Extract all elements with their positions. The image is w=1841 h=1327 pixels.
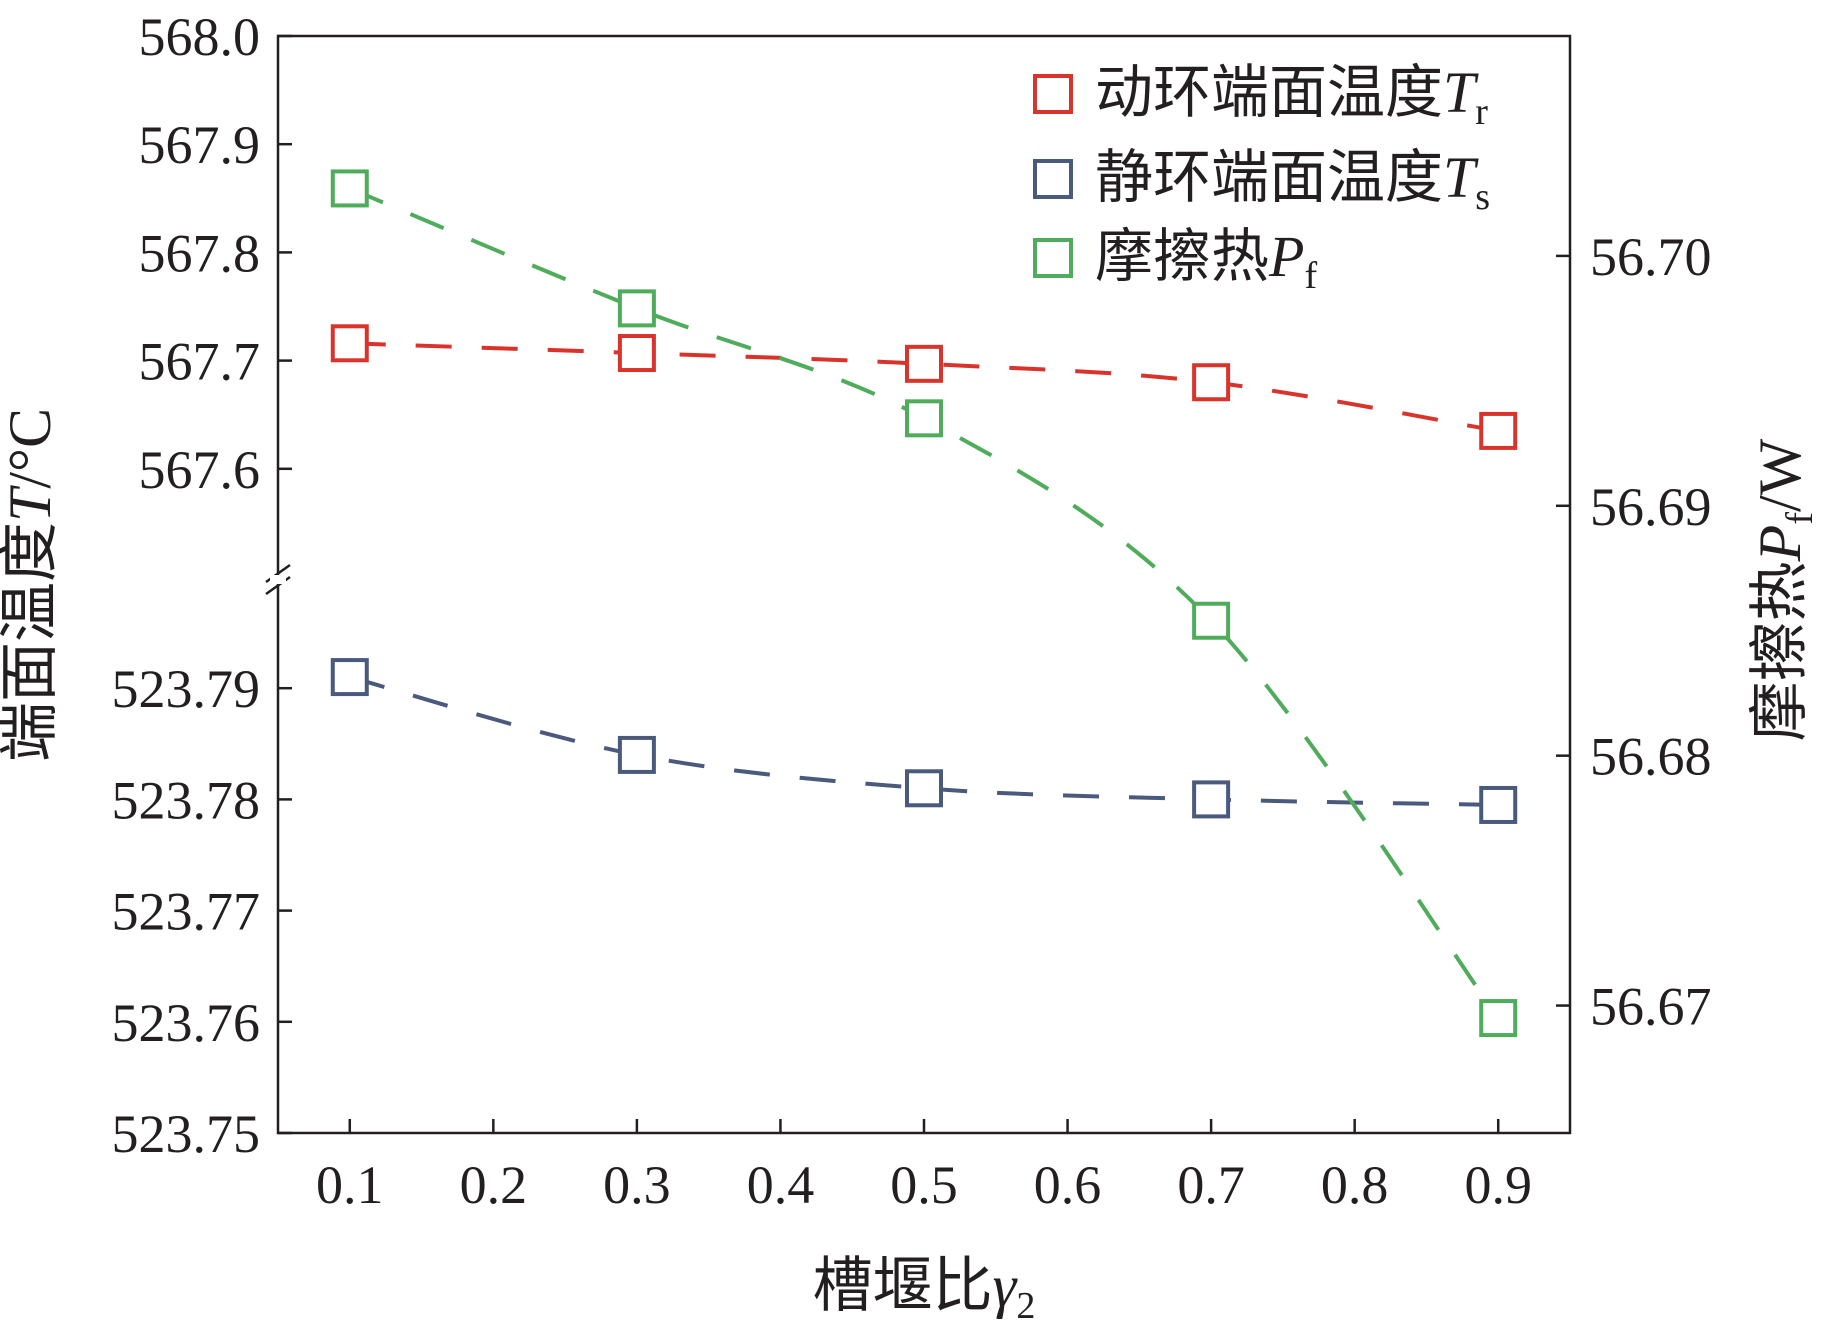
stationary-ring-temp-point	[330, 658, 369, 697]
legend-label-red: 动环端面温度Tr	[1095, 60, 1488, 133]
friction-heat-point	[1479, 999, 1518, 1038]
legend-label-blue: 静环端面温度Ts	[1095, 145, 1490, 218]
left-y-axis-title: 端面温度T/°C	[0, 408, 63, 762]
stationary-ring-temp-point	[1192, 780, 1231, 819]
legend-marker-red	[1033, 74, 1073, 114]
x-tick-label: 0.3	[603, 1155, 671, 1215]
moving-ring-temp-point	[1192, 363, 1231, 402]
moving-ring-temp-point	[1479, 411, 1518, 450]
left-upper-tick-label: 567.8	[139, 223, 261, 283]
friction-heat-point	[330, 169, 369, 208]
x-tick-label: 0.1	[316, 1155, 384, 1215]
stationary-ring-temp-point	[617, 735, 656, 774]
legend-marker-blue	[1033, 159, 1073, 199]
x-tick-label: 0.5	[890, 1155, 958, 1215]
stationary-ring-temp-point	[1479, 785, 1518, 824]
moving-ring-temp-point	[330, 324, 369, 363]
friction-heat-line	[349, 186, 1500, 1020]
stationary-ring-temp-point	[905, 769, 943, 808]
friction-heat-point	[1192, 601, 1231, 640]
left-upper-tick-label: 567.6	[139, 440, 261, 500]
x-tick-label: 0.8	[1321, 1155, 1389, 1215]
right-tick-label: 56.68	[1590, 727, 1712, 787]
left-upper-tick-label: 568.0	[139, 7, 261, 67]
moving-ring-temp-point	[617, 334, 656, 373]
x-tick-label: 0.4	[747, 1155, 815, 1215]
left-lower-tick-label: 523.75	[112, 1104, 261, 1164]
legend: 动环端面温度Tr 静环端面温度Ts 摩擦热Pf	[1033, 60, 1490, 297]
x-tick-label: 0.7	[1177, 1155, 1245, 1215]
left-lower-tick-label: 523.76	[112, 993, 261, 1053]
left-lower-tick-label: 523.77	[112, 882, 261, 942]
x-tick-label: 0.2	[460, 1155, 528, 1215]
friction-heat-point	[905, 399, 943, 438]
left-upper-tick-label: 567.7	[139, 332, 261, 392]
left-upper-tick-label: 567.9	[139, 115, 261, 175]
right-tick-label: 56.69	[1590, 477, 1712, 537]
right-tick-label: 56.70	[1590, 227, 1712, 287]
x-tick-label: 0.6	[1034, 1155, 1102, 1215]
legend-label-green: 摩擦热Pf	[1095, 224, 1317, 297]
x-tick-label: 0.9	[1464, 1155, 1532, 1215]
right-y-axis-title: 摩擦热Pf/W	[1747, 438, 1821, 741]
moving-ring-temp-point	[905, 344, 943, 383]
x-axis-title: 槽堰比γ2	[813, 1253, 1036, 1327]
right-tick-label: 56.67	[1590, 977, 1712, 1037]
legend-marker-green	[1033, 238, 1073, 278]
friction-heat-point	[617, 289, 656, 328]
axis-break-gap	[270, 575, 286, 584]
left-lower-tick-label: 523.79	[112, 659, 261, 719]
left-lower-tick-label: 523.78	[112, 770, 261, 830]
